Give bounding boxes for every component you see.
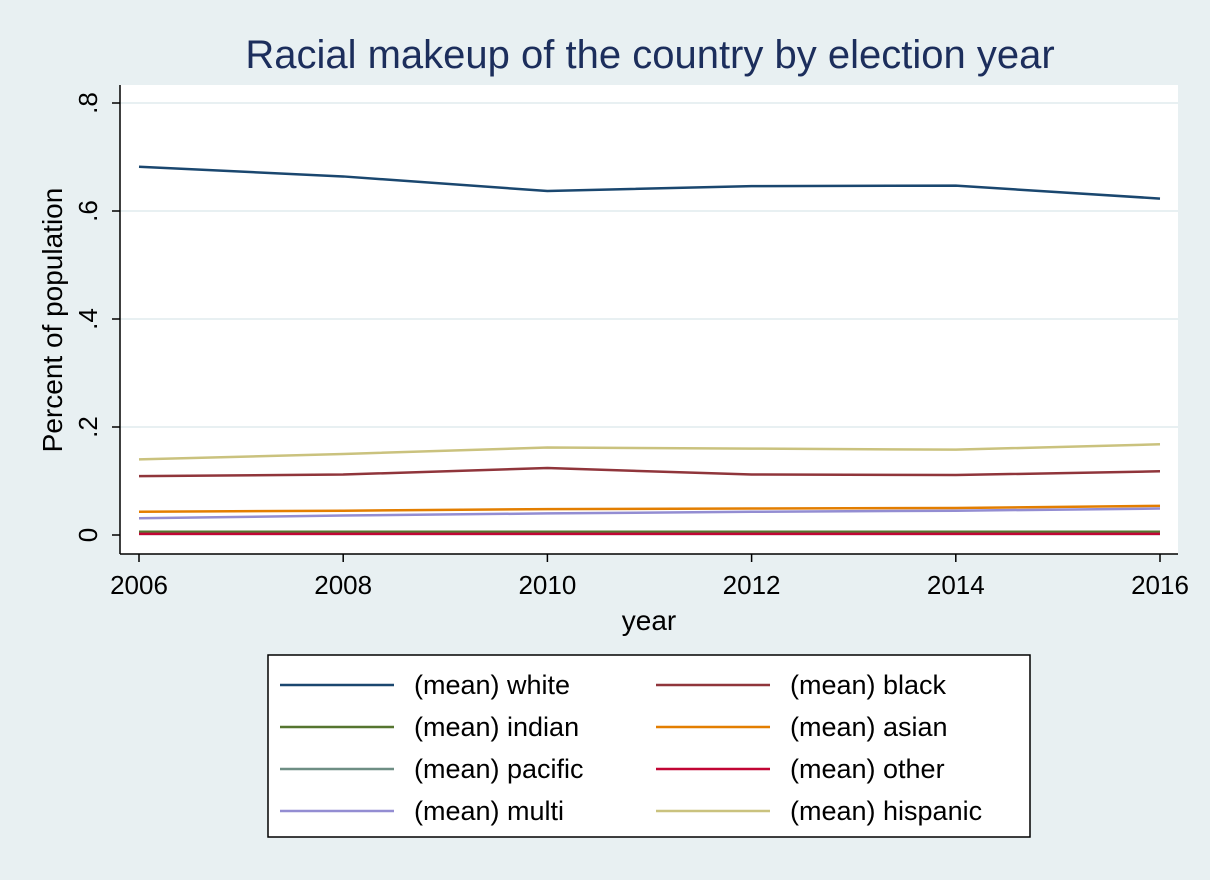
series-line-mean-hispanic	[138, 443, 1161, 461]
legend-label: (mean) asian	[790, 712, 948, 742]
legend-label: (mean) other	[790, 754, 945, 784]
series-line-mean-asian	[138, 504, 1161, 514]
legend-label: (mean) pacific	[414, 754, 584, 784]
x-tick-label: 2012	[723, 570, 781, 600]
y-tick-label: .6	[73, 200, 103, 222]
x-tick-label: 2010	[518, 570, 576, 600]
legend: (mean) white (mean) black (mean) indian (me…	[267, 654, 1031, 838]
y-axis-label: Percent of population	[37, 188, 68, 453]
legend-label: (mean) white	[414, 670, 570, 700]
legend-box	[267, 654, 1031, 838]
x-tick-label: 2006	[110, 570, 168, 600]
y-tick-label: .8	[73, 92, 103, 114]
x-tick-label: 2008	[314, 570, 372, 600]
axes: 0 .2 .4 .6 .8 2006 2008 2010 2012 2014 2016	[73, 85, 1189, 600]
x-axis-label: year	[622, 605, 676, 636]
legend-label: (mean) hispanic	[790, 796, 982, 826]
grid-lines	[120, 102, 1178, 428]
y-tick-label: .2	[73, 416, 103, 438]
x-tick-label: 2016	[1131, 570, 1189, 600]
series-line-mean-white	[138, 165, 1161, 200]
chart-title: Racial makeup of the country by election…	[245, 33, 1054, 77]
y-tick-label: 0	[73, 528, 103, 542]
legend-label: (mean) multi	[414, 796, 564, 826]
series-line-mean-multi	[138, 507, 1161, 520]
series-lines	[138, 165, 1161, 536]
legend-label: (mean) black	[790, 670, 947, 700]
legend-label: (mean) indian	[414, 712, 579, 742]
y-tick-label: .4	[73, 308, 103, 330]
series-line-mean-black	[138, 466, 1161, 478]
x-tick-label: 2014	[927, 570, 985, 600]
